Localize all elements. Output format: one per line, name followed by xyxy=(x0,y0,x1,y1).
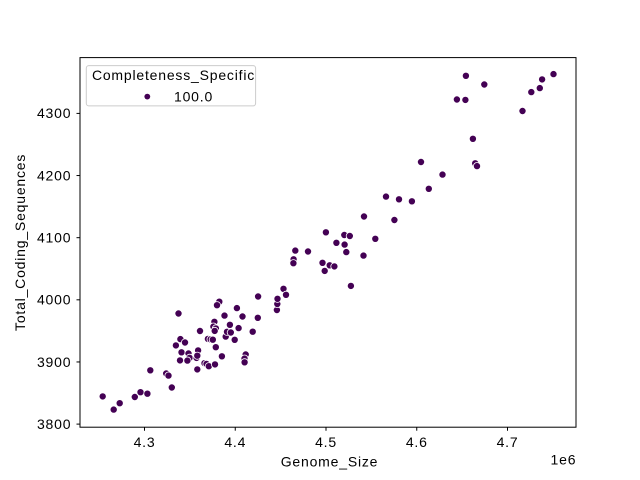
svg-text:Total_Coding_Sequences: Total_Coding_Sequences xyxy=(12,154,28,331)
svg-text:4.4: 4.4 xyxy=(224,434,246,450)
svg-text:4100: 4100 xyxy=(37,230,71,246)
svg-text:1e6: 1e6 xyxy=(551,452,577,468)
svg-text:4200: 4200 xyxy=(37,167,71,183)
svg-text:4.5: 4.5 xyxy=(315,434,337,450)
svg-text:3900: 3900 xyxy=(37,354,71,370)
svg-text:Completeness_Specific: Completeness_Specific xyxy=(92,67,255,83)
svg-text:4000: 4000 xyxy=(37,292,71,308)
svg-text:3800: 3800 xyxy=(37,416,71,432)
svg-text:100.0: 100.0 xyxy=(174,89,213,105)
svg-text:4300: 4300 xyxy=(37,105,71,121)
svg-text:4.6: 4.6 xyxy=(406,434,428,450)
svg-text:4.3: 4.3 xyxy=(134,434,156,450)
svg-text:Genome_Size: Genome_Size xyxy=(281,454,379,470)
svg-text:4.7: 4.7 xyxy=(497,434,519,450)
